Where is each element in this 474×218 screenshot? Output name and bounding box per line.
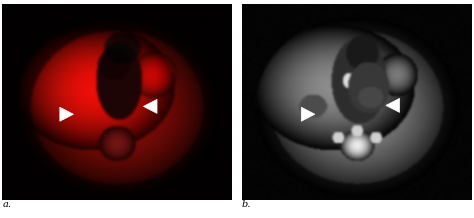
Polygon shape xyxy=(60,107,73,121)
Polygon shape xyxy=(144,99,157,113)
Polygon shape xyxy=(386,98,400,112)
Text: a.: a. xyxy=(2,200,11,209)
Text: b.: b. xyxy=(242,200,251,209)
Polygon shape xyxy=(301,107,315,121)
